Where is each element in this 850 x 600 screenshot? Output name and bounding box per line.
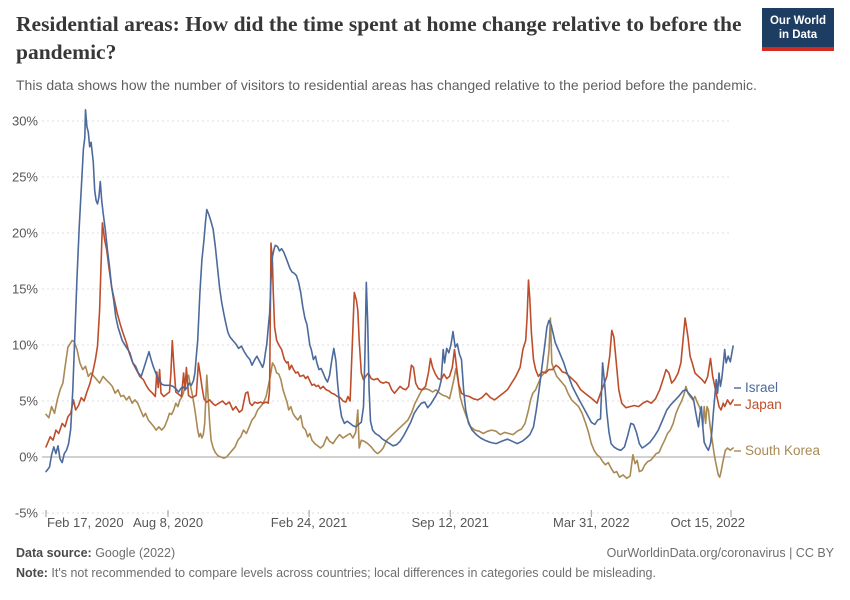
series-line-japan[interactable] [45,222,734,448]
y-axis-label: -5% [15,506,39,521]
data-source-value: Google (2022) [91,546,176,560]
data-source-label: Data source: [16,546,92,560]
owid-logo-line2: in Data [778,29,818,41]
y-axis-label: 0% [19,450,38,465]
note-label: Note: [16,566,48,580]
y-axis-label: 30% [12,114,38,129]
chart-footer: Data source: Google (2022) OurWorldinDat… [16,546,834,580]
owid-logo-line1: Our World [769,15,826,27]
chart-note: Note: It's not recommended to compare le… [16,566,834,580]
y-axis-label: 20% [12,226,38,241]
line-chart[interactable]: -5% 0% 5% 10% 15% 20% 25% 30% Feb 17, 2020 Aug 8,… [0,100,850,555]
license-link[interactable]: OurWorldinData.org/coronavirus | CC BY [606,546,834,560]
chart-subtitle: This data shows how the number of visito… [16,77,757,93]
y-axis-label: 25% [12,170,38,185]
series-label-japan: Japan [745,397,782,412]
data-source: Data source: Google (2022) [16,546,175,560]
x-axis-label: Aug 8, 2020 [133,515,203,530]
series-label-south-korea: South Korea [745,443,821,458]
y-axis-label: 10% [12,338,38,353]
series-label-israel: Israel [745,380,778,395]
note-text: It's not recommended to compare levels a… [47,566,656,580]
page-title: Residential areas: How did the time spen… [16,12,742,64]
series-line-south-korea[interactable] [45,317,734,480]
series-line-israel[interactable] [45,109,734,473]
x-axis-label: Oct 15, 2022 [671,515,745,530]
y-axis-label: 15% [12,282,38,297]
x-axis-label: Mar 31, 2022 [553,515,630,530]
owid-logo[interactable]: Our World in Data [761,8,834,51]
x-axis-label: Sep 12, 2021 [412,515,489,530]
x-axis-label: Feb 17, 2020 [47,515,124,530]
x-axis-label: Feb 24, 2021 [271,515,348,530]
line-chart-canvas[interactable]: -5% 0% 5% 10% 15% 20% 25% 30% Feb 17, 2020 Aug 8,… [0,100,850,555]
y-axis-label: 5% [19,394,38,409]
